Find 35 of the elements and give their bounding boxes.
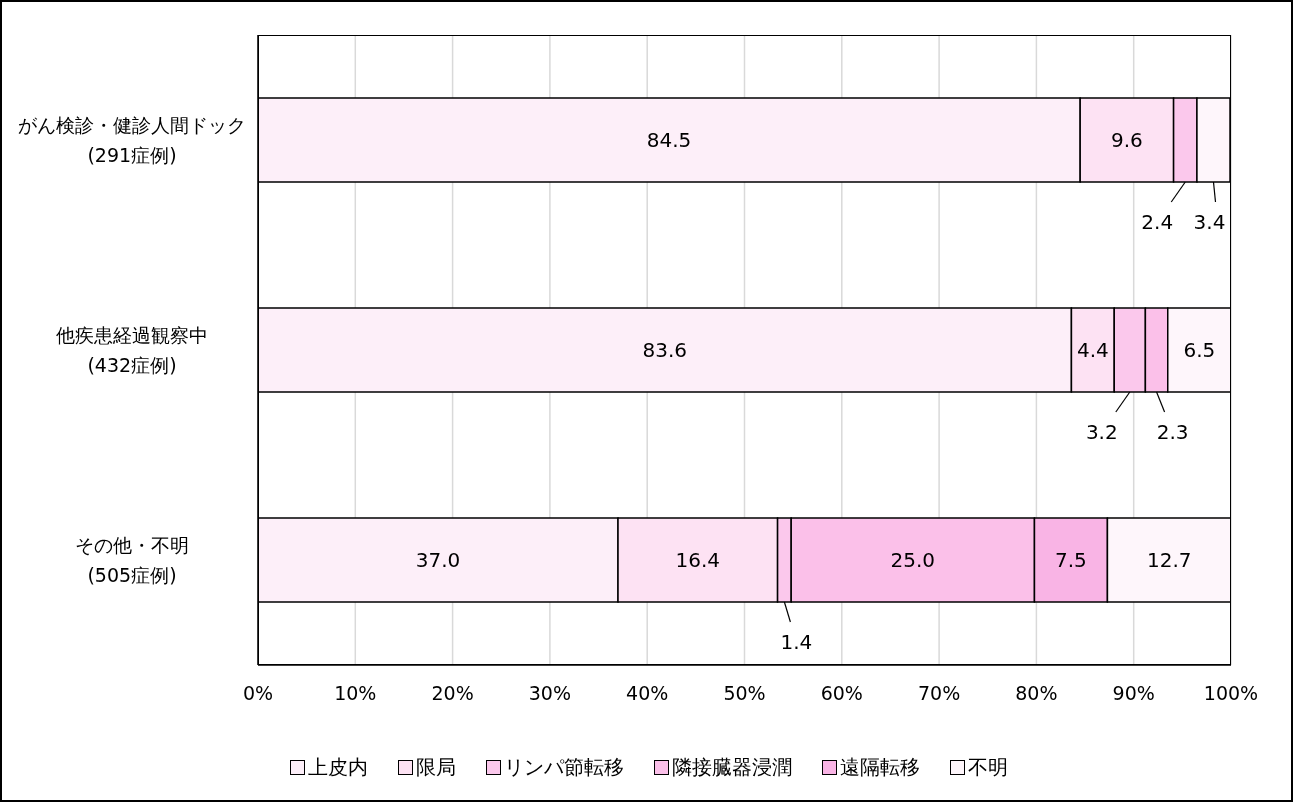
data-label: 25.0 — [890, 548, 936, 572]
legend-label: 遠隔転移 — [839, 754, 920, 781]
legend-label: リンパ節転移 — [503, 754, 624, 781]
data-label: 9.6 — [1110, 128, 1143, 152]
data-label: 1.4 — [780, 630, 813, 654]
legend-label: 不明 — [967, 754, 1008, 781]
data-label: 3.4 — [1193, 210, 1226, 234]
x-tick-label: 100% — [1203, 682, 1259, 705]
x-tick-label: 40% — [626, 682, 669, 705]
data-label: 4.4 — [1076, 338, 1109, 362]
x-tick-label: 10% — [334, 682, 377, 705]
legend-label: 限局 — [415, 754, 456, 781]
x-tick-label: 80% — [1015, 682, 1058, 705]
x-tick-label: 30% — [528, 682, 572, 705]
x-tick-label: 0% — [242, 682, 274, 705]
y-tick-label: 他疾患経過観察中 (432症例) — [56, 323, 208, 376]
y-tick-label: がん検診・健診人間ドック (291症例) — [18, 113, 246, 166]
data-label: 2.4 — [1141, 210, 1174, 234]
x-tick-label: 70% — [917, 682, 961, 705]
x-tick-label: 20% — [431, 682, 474, 705]
data-label: 84.5 — [646, 128, 692, 152]
data-label: 83.6 — [642, 338, 687, 362]
x-tick-label: 90% — [1112, 682, 1155, 705]
data-label: 12.7 — [1146, 548, 1192, 572]
data-label: 6.5 — [1183, 338, 1216, 362]
x-tick-label: 60% — [820, 682, 863, 705]
x-tick-label: 50% — [723, 682, 766, 705]
data-label: 16.4 — [675, 548, 721, 572]
data-label: 2.3 — [1156, 420, 1189, 444]
legend-label: 隣接臓器浸潤 — [671, 754, 792, 781]
legend-label: 上皮内 — [307, 754, 368, 781]
data-label: 37.0 — [415, 548, 461, 572]
data-label: 3.2 — [1085, 420, 1118, 444]
y-tick-label: その他・不明 (505症例) — [75, 533, 189, 586]
data-label: 7.5 — [1055, 548, 1087, 572]
